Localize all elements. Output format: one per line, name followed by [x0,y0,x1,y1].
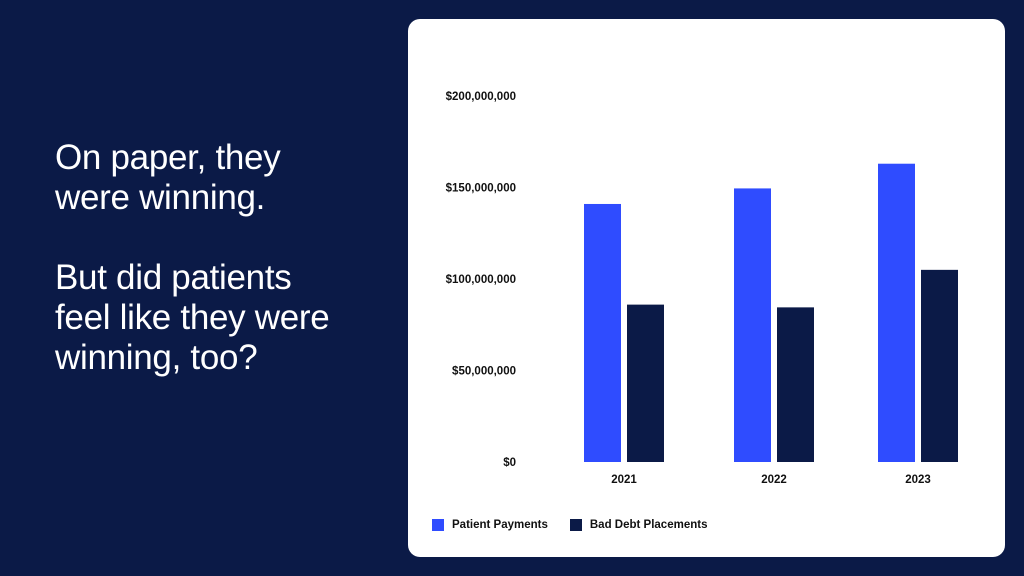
x-tick-label-2023: 2023 [905,474,931,486]
y-tick-label: $200,000,000 [446,91,516,103]
bar-chart: $0 $50,000,000 $100,000,000 $150,000,000 $20… [446,91,958,486]
legend-label-patient-payments: Patient Payments [452,519,548,531]
headline: On paper, they were winning. But did pat… [55,138,395,378]
bar-patient-payments-2021 [584,203,621,462]
headline-line-2: But did patients feel like they were win… [55,258,330,377]
bar-bad-debt-placements-2023 [921,269,958,462]
y-tick-label: $150,000,000 [446,183,516,195]
x-tick-label-2022: 2022 [761,474,787,486]
bar-bad-debt-placements-2021 [627,304,664,462]
legend-swatch-patient-payments [432,519,444,531]
legend-label-bad-debt-placements: Bad Debt Placements [589,519,708,531]
bar-patient-payments-2023 [878,163,915,462]
x-tick-label-2021: 2021 [611,474,637,486]
chart-card: $0 $50,000,000 $100,000,000 $150,000,000 $20… [408,19,1005,557]
legend-swatch-bad-debt-placements [569,519,582,531]
headline-line-1: On paper, they were winning. [55,138,281,217]
bar-bad-debt-placements-2022 [777,307,814,462]
bar-patient-payments-2022 [734,188,771,463]
legend-item-bad-debt-placements: Bad Debt Placements [569,519,708,531]
y-tick-label: $100,000,000 [446,274,516,286]
y-tick-label: $0 [503,457,516,469]
legend-item-patient-payments: Patient Payments [432,519,548,531]
y-tick-label: $50,000,000 [452,366,516,378]
legend: Patient Payments Bad Debt Placements [432,519,707,531]
